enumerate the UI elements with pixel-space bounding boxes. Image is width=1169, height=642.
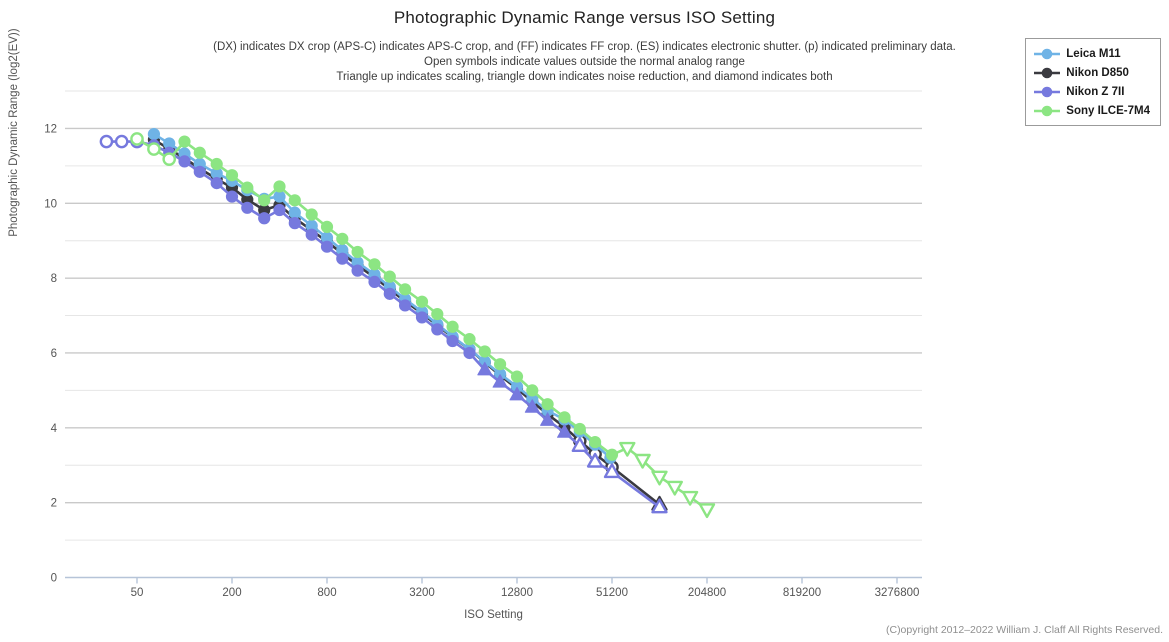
svg-text:3200: 3200 [409, 587, 435, 599]
legend-item-sony-ilce7m4[interactable]: Sony ILCE-7M4 [1034, 101, 1150, 120]
x-axis-title: ISO Setting [464, 609, 523, 621]
svg-text:819200: 819200 [783, 587, 821, 599]
svg-text:204800: 204800 [688, 587, 726, 599]
copyright-notice: (C)opyright 2012–2022 William J. Claff A… [885, 624, 1163, 636]
svg-text:200: 200 [222, 587, 241, 599]
chart-subtitle-open-symbols-note: Open symbols indicate values outside the… [424, 56, 745, 68]
legend-label: Nikon D850 [1066, 66, 1129, 79]
legend-label: Sony ILCE-7M4 [1066, 104, 1150, 117]
svg-text:10: 10 [44, 198, 57, 210]
legend-item-nikon-d850[interactable]: Nikon D850 [1034, 63, 1150, 82]
svg-text:0: 0 [51, 573, 57, 585]
legend-item-leica-m11[interactable]: Leica M11 [1034, 44, 1150, 63]
svg-text:2: 2 [51, 498, 57, 510]
svg-text:12: 12 [44, 123, 57, 135]
series-nikon-z-7ii [99, 134, 668, 514]
chart-subtitle-triangle-note: Triangle up indicates scaling, triangle … [336, 71, 833, 83]
y-axis-title: Photographic Dynamic Range (log2(EV)) [8, 28, 20, 237]
legend-label: Nikon Z 7II [1066, 85, 1125, 98]
series-sony-ilce-7m4 [130, 132, 716, 519]
legend-label: Leica M11 [1066, 47, 1121, 60]
legend-marker-circle-icon [1034, 67, 1061, 78]
svg-text:50: 50 [131, 587, 144, 599]
svg-text:3276800: 3276800 [875, 587, 920, 599]
legend-marker-circle-icon [1034, 105, 1061, 116]
legend-item-nikon-z7ii[interactable]: Nikon Z 7II [1034, 82, 1150, 101]
svg-text:800: 800 [317, 587, 336, 599]
svg-text:4: 4 [51, 423, 58, 435]
plot-area: 50 200 800 3200 12800 51200 204800 819200 327680… [44, 90, 922, 599]
svg-text:6: 6 [51, 348, 57, 360]
svg-text:8: 8 [51, 273, 57, 285]
legend: Leica M11 Nikon D850 Nikon Z 7II Sony IL… [1025, 38, 1161, 126]
legend-marker-circle-icon [1034, 86, 1061, 97]
svg-text:12800: 12800 [501, 587, 533, 599]
legend-marker-circle-icon [1034, 48, 1061, 59]
chart-title: Photographic Dynamic Range versus ISO Se… [393, 8, 776, 27]
svg-text:51200: 51200 [596, 587, 628, 599]
chart-subtitle-crop-note: (DX) indicates DX crop (APS-C) indicates… [213, 41, 956, 53]
